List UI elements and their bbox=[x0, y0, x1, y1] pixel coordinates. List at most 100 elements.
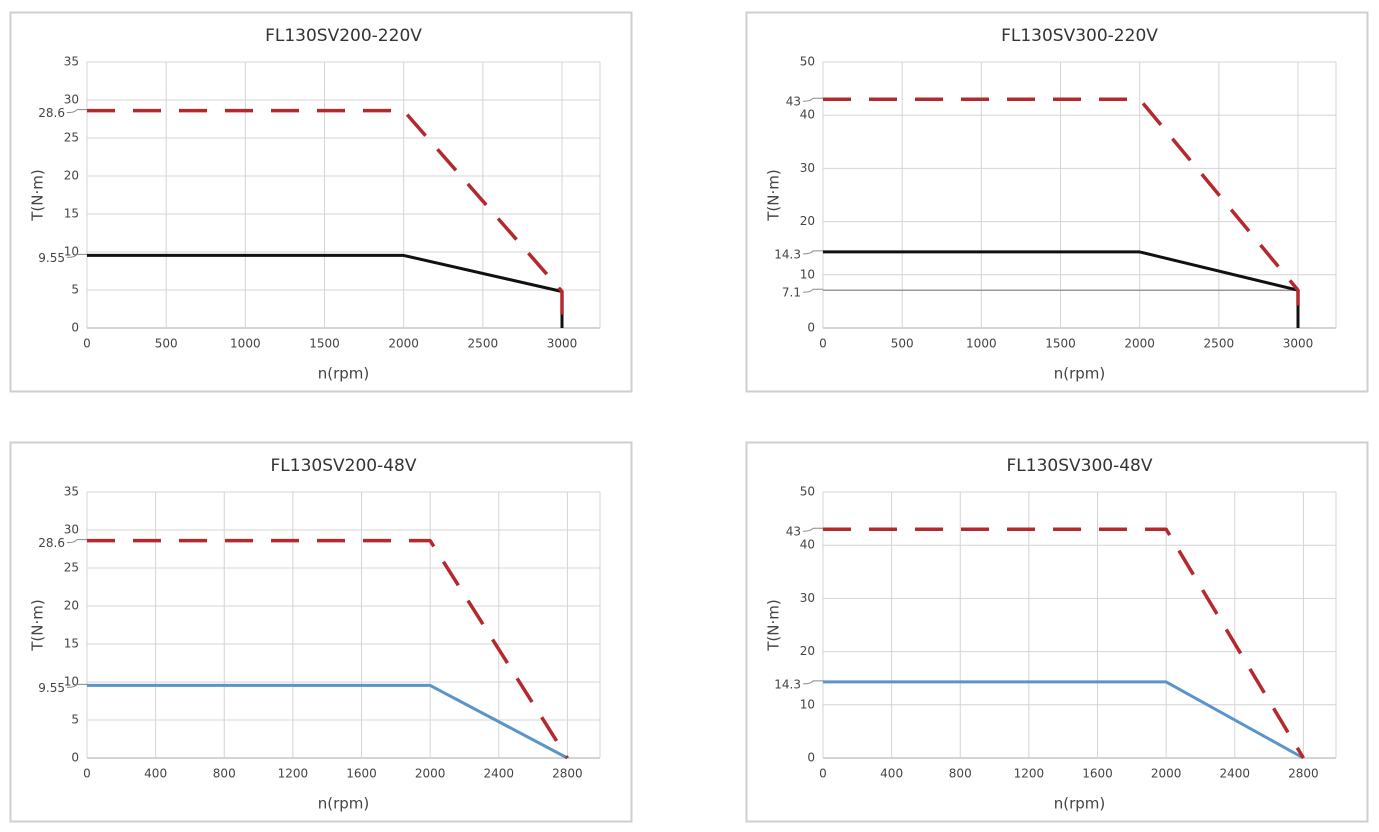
x-tick-label: 2500 bbox=[468, 337, 499, 351]
x-tick-label: 800 bbox=[213, 767, 236, 781]
x-tick-label: 400 bbox=[880, 767, 903, 781]
x-tick-label: 0 bbox=[83, 767, 91, 781]
callout-line bbox=[802, 250, 823, 255]
callout-label: 14.3 bbox=[774, 677, 801, 691]
series-line bbox=[823, 250, 1300, 328]
x-tick-label: 1600 bbox=[1082, 767, 1113, 781]
y-tick-label: 50 bbox=[800, 485, 815, 499]
x-tick-label: 0 bbox=[819, 337, 827, 351]
callout-line bbox=[66, 683, 87, 688]
x-tick-label: 500 bbox=[891, 337, 914, 351]
x-tick-label: 2000 bbox=[388, 337, 419, 351]
y-tick-label: 30 bbox=[64, 523, 79, 537]
x-axis-label: n(rpm) bbox=[1054, 795, 1106, 813]
y-tick-label: 10 bbox=[64, 245, 79, 259]
x-tick-label: 2800 bbox=[552, 767, 583, 781]
x-tick-label: 2000 bbox=[1124, 337, 1155, 351]
callout-line bbox=[66, 253, 87, 258]
series-line bbox=[823, 680, 1305, 760]
callout-label: 7.1 bbox=[782, 286, 801, 300]
callout-label: 14.3 bbox=[774, 247, 801, 261]
x-tick-label: 500 bbox=[155, 337, 178, 351]
series-line bbox=[87, 538, 569, 759]
callout-line bbox=[802, 680, 823, 685]
y-tick-label: 5 bbox=[71, 283, 79, 297]
y-axis-label: T(N·m) bbox=[29, 599, 47, 651]
chart-title: FL130SV300-220V bbox=[1001, 26, 1158, 46]
y-tick-label: 25 bbox=[64, 131, 79, 145]
y-axis-label: T(N·m) bbox=[765, 169, 783, 221]
x-tick-label: 1200 bbox=[278, 767, 309, 781]
y-tick-label: 10 bbox=[800, 697, 815, 711]
y-axis-label: T(N·m) bbox=[765, 599, 783, 651]
x-axis-label: n(rpm) bbox=[1054, 365, 1106, 383]
x-tick-label: 1500 bbox=[309, 337, 340, 351]
chart: FL130SV200-48V n(rpm) T(N·m) 0 5 10 15 20 25 30 35… bbox=[9, 441, 633, 823]
y-tick-label: 40 bbox=[800, 108, 815, 122]
chart-title: FL130SV200-220V bbox=[265, 26, 422, 46]
y-tick-label: 35 bbox=[64, 485, 79, 499]
x-tick-label: 1000 bbox=[966, 337, 997, 351]
x-tick-label: 800 bbox=[949, 767, 972, 781]
y-tick-label: 30 bbox=[64, 93, 79, 107]
y-tick-label: 10 bbox=[64, 675, 79, 689]
x-tick-label: 3000 bbox=[1283, 337, 1314, 351]
y-tick-label: 15 bbox=[64, 207, 79, 221]
callout-label: 28.6 bbox=[38, 536, 65, 550]
y-tick-label: 30 bbox=[800, 161, 815, 175]
y-tick-label: 50 bbox=[800, 55, 815, 69]
series-line bbox=[87, 108, 564, 321]
x-tick-label: 2400 bbox=[483, 767, 514, 781]
callout-label: 9.55 bbox=[38, 251, 65, 265]
x-tick-label: 400 bbox=[144, 767, 167, 781]
x-tick-label: 1500 bbox=[1045, 337, 1076, 351]
callout-label: 28.6 bbox=[38, 106, 65, 120]
chart: FL130SV300-48V n(rpm) T(N·m) 0 10 20 30 40 50 0 40… bbox=[745, 441, 1369, 823]
y-tick-label: 25 bbox=[64, 561, 79, 575]
y-tick-label: 30 bbox=[800, 591, 815, 605]
chart-frame bbox=[9, 441, 633, 823]
x-tick-label: 2400 bbox=[1219, 767, 1250, 781]
x-tick-label: 1200 bbox=[1014, 767, 1045, 781]
x-tick-label: 2000 bbox=[415, 767, 446, 781]
callout-line bbox=[802, 97, 823, 102]
series-line bbox=[87, 683, 569, 760]
series-line bbox=[823, 527, 1305, 759]
x-axis-label: n(rpm) bbox=[318, 795, 370, 813]
y-tick-label: 40 bbox=[800, 538, 815, 552]
callout-label: 43 bbox=[786, 525, 801, 539]
y-tick-label: 20 bbox=[800, 644, 815, 658]
y-tick-label: 15 bbox=[64, 637, 79, 651]
chart-frame bbox=[745, 441, 1369, 823]
callout-label: 43 bbox=[786, 95, 801, 109]
callout-label: 9.55 bbox=[38, 681, 65, 695]
callout-line bbox=[66, 539, 87, 544]
x-tick-label: 1600 bbox=[346, 767, 377, 781]
chart-frame bbox=[745, 11, 1369, 393]
y-axis-label: T(N·m) bbox=[29, 169, 47, 221]
chart-frame bbox=[9, 11, 633, 393]
callout-line bbox=[66, 109, 87, 114]
y-tick-label: 10 bbox=[800, 267, 815, 281]
y-tick-label: 5 bbox=[71, 713, 79, 727]
chart: FL130SV200-220V n(rpm) T(N·m) 0 5 10 15 20 25 30 3… bbox=[9, 11, 633, 393]
chart-title: FL130SV300-48V bbox=[1007, 456, 1153, 476]
x-tick-label: 3000 bbox=[547, 337, 578, 351]
x-tick-label: 0 bbox=[819, 767, 827, 781]
y-tick-label: 20 bbox=[800, 214, 815, 228]
y-tick-label: 0 bbox=[71, 321, 79, 335]
x-axis-label: n(rpm) bbox=[318, 365, 370, 383]
x-tick-label: 2000 bbox=[1151, 767, 1182, 781]
callout-line bbox=[802, 527, 823, 532]
x-tick-label: 1000 bbox=[230, 337, 261, 351]
chart-title: FL130SV200-48V bbox=[271, 456, 417, 476]
x-tick-label: 2800 bbox=[1288, 767, 1319, 781]
y-tick-label: 20 bbox=[64, 169, 79, 183]
x-tick-label: 2500 bbox=[1204, 337, 1235, 351]
y-tick-label: 0 bbox=[71, 751, 79, 765]
y-tick-label: 0 bbox=[807, 321, 815, 335]
x-tick-label: 0 bbox=[83, 337, 91, 351]
series-line bbox=[823, 97, 1300, 321]
y-tick-label: 20 bbox=[64, 599, 79, 613]
